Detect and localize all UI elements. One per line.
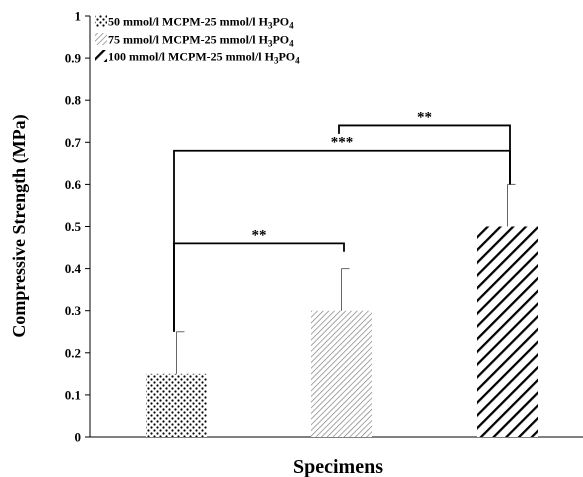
significance-label-1: ** xyxy=(252,227,267,243)
bar-3 xyxy=(477,226,538,437)
y-tick-label: 0.7 xyxy=(65,135,82,150)
bar-2 xyxy=(311,310,372,437)
y-ticks: 0 0.1 0.2 0.3 0.4 0.5 0.6 0.7 0.8 0.9 1 xyxy=(65,9,90,445)
legend-label-3: 100 mmol/l MCPM-25 mmol/l H3PO4 xyxy=(108,50,300,66)
axes: 0 0.1 0.2 0.3 0.4 0.5 0.6 0.7 0.8 0.9 1 xyxy=(65,9,583,445)
y-tick-label: 0 xyxy=(75,430,82,445)
bars xyxy=(146,226,538,437)
y-tick-label: 0.1 xyxy=(65,387,81,402)
x-axis-title: Specimens xyxy=(293,456,383,477)
legend: 50 mmol/l MCPM-25 mmol/l H3PO4 75 mmol/l … xyxy=(95,15,300,66)
legend-swatch-1 xyxy=(95,15,107,27)
y-tick-label: 0.5 xyxy=(65,219,82,234)
y-tick-label: 0.2 xyxy=(65,345,81,360)
legend-label-1: 50 mmol/l MCPM-25 mmol/l H3PO4 xyxy=(108,15,294,31)
y-tick-label: 1 xyxy=(75,9,82,24)
y-tick-label: 0.8 xyxy=(65,93,82,108)
bar-1 xyxy=(146,373,207,437)
legend-label-2: 75 mmol/l MCPM-25 mmol/l H3PO4 xyxy=(108,33,294,49)
significance-bracket-3 xyxy=(338,124,511,185)
y-tick-label: 0.9 xyxy=(65,51,82,66)
legend-swatch-3 xyxy=(95,50,107,62)
legend-swatch-2 xyxy=(95,33,107,45)
y-tick-label: 0.6 xyxy=(65,177,82,192)
significance-brackets: ******* xyxy=(173,109,511,332)
significance-label-3: ** xyxy=(417,109,432,125)
y-axis-title: Compressive Strength (MPa) xyxy=(9,114,30,337)
significance-label-2: *** xyxy=(331,135,354,151)
y-tick-label: 0.4 xyxy=(65,261,82,276)
y-tick-label: 0.3 xyxy=(65,303,82,318)
error-bars xyxy=(176,183,516,374)
